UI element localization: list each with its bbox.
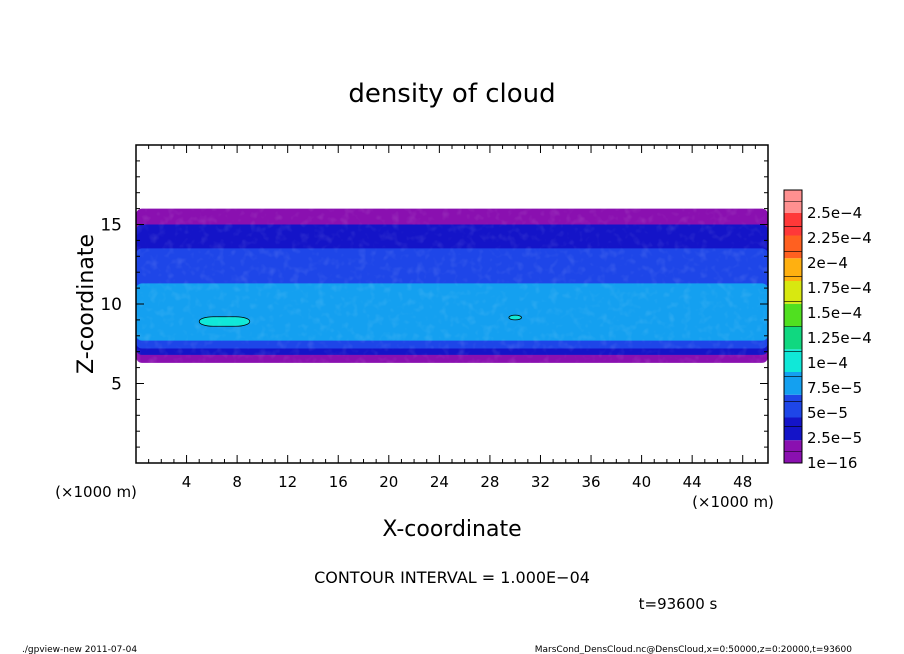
colorbar-swatch xyxy=(784,212,802,236)
colorbar-label: 1.5e−4 xyxy=(807,304,862,322)
y-tick-label: 10 xyxy=(100,295,122,315)
colorbar-label: 1.75e−4 xyxy=(807,279,872,297)
colorbar-label: 2.5e−4 xyxy=(807,204,862,222)
colorbar-label: 1e−4 xyxy=(807,354,848,372)
x-tick-label: 12 xyxy=(278,473,297,491)
colorbar-label: 1.25e−4 xyxy=(807,329,872,347)
field-texture xyxy=(136,200,768,370)
x-tick-label: 16 xyxy=(329,473,348,491)
colorbar-swatch xyxy=(784,417,802,441)
colorbar: 1e−16 2.5e−5 5e−5 7.5e−5 1e−4 1.25e−4 1.5e−4 1.… xyxy=(783,189,872,472)
time-label: t=93600 s xyxy=(639,595,718,613)
x-tick-label: 20 xyxy=(379,473,398,491)
x-tick-label: 24 xyxy=(430,473,449,491)
colorbar-label: 5e−5 xyxy=(807,404,848,422)
colorbar-label: 7.5e−5 xyxy=(807,379,862,397)
colorbar-label: 1e−16 xyxy=(807,454,857,472)
colorbar-swatch xyxy=(784,258,802,281)
colorbar-swatch xyxy=(784,372,802,395)
colorbar-label: 2.25e−4 xyxy=(807,229,872,247)
chart-title: density of cloud xyxy=(348,79,555,109)
footer-left: ./gpview-new 2011-07-04 xyxy=(22,645,137,654)
x-tick-label: 4 xyxy=(182,473,192,491)
colorbar-label: 2e−4 xyxy=(807,254,848,272)
y-axis-unit: (×1000 m) xyxy=(55,483,137,501)
contour-interval: CONTOUR INTERVAL = 1.000E−04 xyxy=(314,568,590,587)
x-tick-label: 40 xyxy=(632,473,651,491)
colorbar-swatch xyxy=(784,281,802,304)
y-axis: 5 10 15 xyxy=(100,160,768,448)
footer-right: MarsCond_DensCloud.nc@DensCloud,x=0:5000… xyxy=(535,645,852,654)
colorbar-swatch xyxy=(784,235,802,259)
x-tick-label: 8 xyxy=(232,473,242,491)
x-tick-label: 48 xyxy=(733,473,752,491)
y-axis-label: Z-coordinate xyxy=(74,234,99,374)
colorbar-swatch xyxy=(784,303,802,327)
colorbar-swatch xyxy=(784,326,802,350)
colorbar-label: 2.5e−5 xyxy=(807,429,862,447)
x-axis: 4 8 12 16 20 24 28 32 36 40 44 48 xyxy=(148,145,756,491)
x-axis-unit: (×1000 m) xyxy=(692,493,774,511)
x-tick-label: 28 xyxy=(480,473,499,491)
x-tick-label: 36 xyxy=(581,473,600,491)
y-tick-label: 5 xyxy=(111,375,122,395)
colorbar-swatch xyxy=(784,349,802,372)
x-tick-label: 44 xyxy=(683,473,702,491)
colorbar-swatch xyxy=(784,394,802,418)
x-tick-label: 32 xyxy=(531,473,550,491)
y-tick-label: 15 xyxy=(100,216,122,236)
x-axis-label: X-coordinate xyxy=(382,517,521,542)
